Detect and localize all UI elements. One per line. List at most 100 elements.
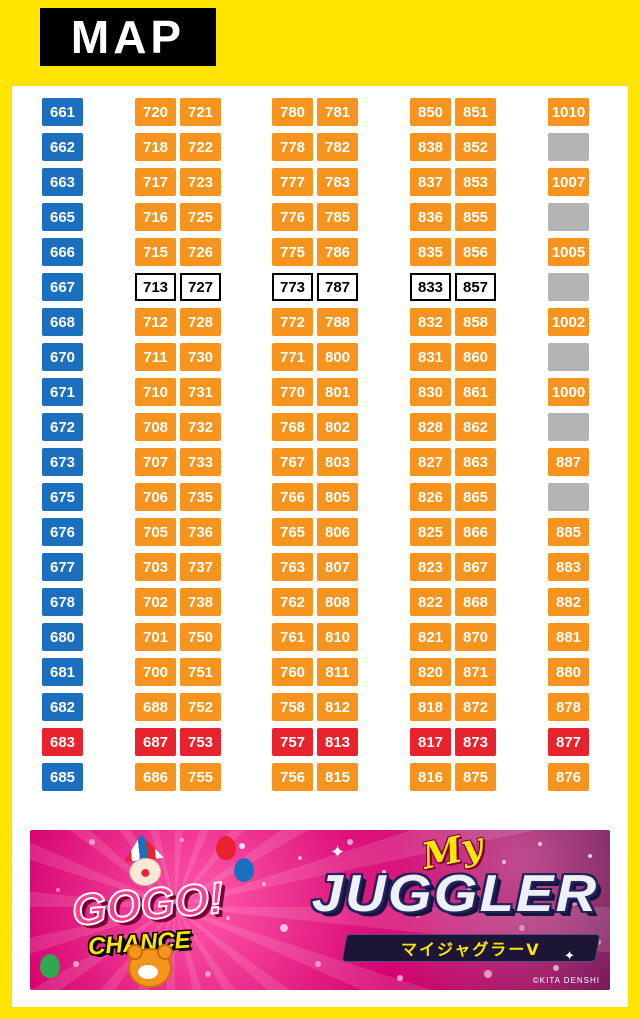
machine-cell-800: 800	[317, 343, 358, 371]
machine-cell-773: 773	[272, 273, 313, 301]
machine-stack: 720 718 717 716 715 713 712 711 710 708 707 706 705 7…	[135, 98, 176, 791]
machine-cell-775: 775	[272, 238, 313, 266]
empty-cell	[548, 413, 589, 441]
machine-cell-735: 735	[180, 483, 221, 511]
machine-cell-750: 750	[180, 623, 221, 651]
machine-cell-681: 681	[42, 658, 83, 686]
sparkle-icon: ✦	[330, 842, 346, 862]
machine-cell-816: 816	[410, 763, 451, 791]
machine-stack: 721 722 723 725 726 727 728 730 731 732 733 735 736 7…	[180, 98, 221, 791]
machine-cell-876: 876	[548, 763, 589, 791]
machine-cell-768: 768	[272, 413, 313, 441]
machine-cell-710: 710	[135, 378, 176, 406]
machine-cell-787: 787	[317, 273, 358, 301]
map-title-box: MAP	[40, 8, 216, 66]
empty-cell	[548, 133, 589, 161]
machine-cell-663: 663	[42, 168, 83, 196]
machine-cell-688: 688	[135, 693, 176, 721]
machine-cell-716: 716	[135, 203, 176, 231]
machine-cell-685: 685	[42, 763, 83, 791]
machine-cell-833: 833	[410, 273, 451, 301]
machine-cell-861: 861	[455, 378, 496, 406]
empty-cell	[548, 483, 589, 511]
machine-column-1: 661 662 663 665 666 667 668 670 671 672 673 675 676 6…	[42, 98, 83, 791]
machine-column-5: 1010 1007 1005 1002 1000 887 885 883 882 881 880 87…	[548, 98, 589, 791]
machine-cell-708: 708	[135, 413, 176, 441]
machine-cell-806: 806	[317, 518, 358, 546]
machine-cell-853: 853	[455, 168, 496, 196]
machine-cell-725: 725	[180, 203, 221, 231]
machine-cell-706: 706	[135, 483, 176, 511]
machine-cell-852: 852	[455, 133, 496, 161]
machine-cell-675: 675	[42, 483, 83, 511]
machine-cell-767: 767	[272, 448, 313, 476]
floor-map-panel: 661 662 663 665 666 667 668 670 671 672 673 675 676 6…	[12, 86, 628, 1007]
machine-cell-756: 756	[272, 763, 313, 791]
machine-cell-721: 721	[180, 98, 221, 126]
machine-cell-677: 677	[42, 553, 83, 581]
machine-cell-771: 771	[272, 343, 313, 371]
machine-stack: 850 838 837 836 835 833 832 831 830 828 827 826 825 8…	[410, 98, 451, 791]
machine-cell-820: 820	[410, 658, 451, 686]
machine-cell-885: 885	[548, 518, 589, 546]
machine-cell-850: 850	[410, 98, 451, 126]
machine-cell-878: 878	[548, 693, 589, 721]
machine-cell-730: 730	[180, 343, 221, 371]
page-title: MAP	[70, 11, 186, 63]
machine-cell-783: 783	[317, 168, 358, 196]
machine-cell-701: 701	[135, 623, 176, 651]
tiger-icon	[127, 944, 173, 988]
machine-cell-828: 828	[410, 413, 451, 441]
machine-cell-722: 722	[180, 133, 221, 161]
machine-cell-733: 733	[180, 448, 221, 476]
sparkle-icon: ✦	[564, 948, 575, 963]
machine-cell-707: 707	[135, 448, 176, 476]
machine-cell-662: 662	[42, 133, 83, 161]
juggler-subtitle: マイジャグラーV	[341, 934, 601, 962]
machine-cell-673: 673	[42, 448, 83, 476]
empty-cell	[548, 343, 589, 371]
machine-cell-807: 807	[317, 553, 358, 581]
machine-cell-717: 717	[135, 168, 176, 196]
machine-cell-731: 731	[180, 378, 221, 406]
machine-column-2: 720 718 717 716 715 713 712 711 710 708 707 706 705 7…	[135, 98, 221, 791]
machine-cell-811: 811	[317, 658, 358, 686]
machine-cell-686: 686	[135, 763, 176, 791]
machine-stack: 780 778 777 776 775 773 772 771 770 768 767 766 765 7…	[272, 98, 313, 791]
machine-cell-825: 825	[410, 518, 451, 546]
juggler-subtitle-text: マイジャグラーV	[401, 940, 541, 959]
machine-cell-882: 882	[548, 588, 589, 616]
machine-stack: 661 662 663 665 666 667 668 670 671 672 673 675 676 6…	[42, 98, 83, 791]
machine-cell-880: 880	[548, 658, 589, 686]
balloon-icon	[40, 954, 60, 978]
machine-cell-785: 785	[317, 203, 358, 231]
machine-cell-868: 868	[455, 588, 496, 616]
machine-cell-666: 666	[42, 238, 83, 266]
machine-cell-802: 802	[317, 413, 358, 441]
machine-cell-676: 676	[42, 518, 83, 546]
machine-grid: 661 662 663 665 666 667 668 670 671 672 673 675 676 6…	[12, 98, 628, 808]
machine-cell-661: 661	[42, 98, 83, 126]
machine-cell-763: 763	[272, 553, 313, 581]
machine-cell-1007: 1007	[548, 168, 589, 196]
machine-cell-801: 801	[317, 378, 358, 406]
machine-stack: 1010 1007 1005 1002 1000 887 885 883 882 881 880 87…	[548, 98, 589, 791]
machine-cell-877: 877	[548, 728, 589, 756]
machine-cell-727: 727	[180, 273, 221, 301]
machine-cell-881: 881	[548, 623, 589, 651]
machine-cell-683: 683	[42, 728, 83, 756]
machine-cell-875: 875	[455, 763, 496, 791]
machine-cell-836: 836	[410, 203, 451, 231]
machine-cell-822: 822	[410, 588, 451, 616]
machine-cell-1005: 1005	[548, 238, 589, 266]
machine-cell-786: 786	[317, 238, 358, 266]
machine-cell-812: 812	[317, 693, 358, 721]
machine-cell-866: 866	[455, 518, 496, 546]
machine-cell-827: 827	[410, 448, 451, 476]
machine-cell-815: 815	[317, 763, 358, 791]
machine-cell-870: 870	[455, 623, 496, 651]
machine-cell-782: 782	[317, 133, 358, 161]
machine-cell-757: 757	[272, 728, 313, 756]
machine-cell-858: 858	[455, 308, 496, 336]
